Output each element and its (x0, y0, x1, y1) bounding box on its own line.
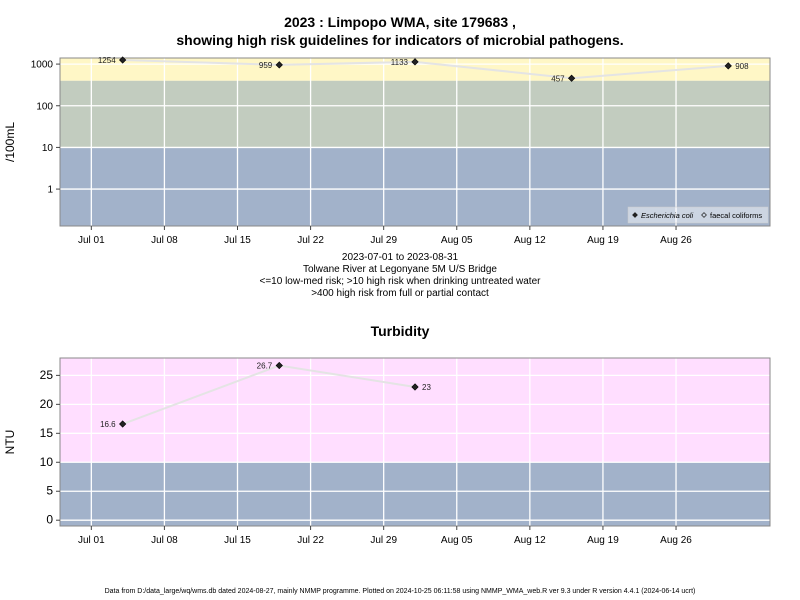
turbidity-y-axis-label: NTU (3, 430, 17, 455)
turbidity-x-tick-label: Aug 05 (441, 535, 473, 546)
microbial-x-tick-label: Jul 15 (224, 235, 251, 246)
turbidity-y-tick-label: 10 (40, 455, 54, 469)
microbial-x-tick-label: Aug 12 (514, 235, 546, 246)
microbial-data-point (119, 56, 127, 64)
microbial-data-label: 1133 (391, 58, 409, 67)
microbial-x-tick-label: Aug 19 (587, 235, 619, 246)
turbidity-data-label: 16.6 (100, 420, 116, 429)
main-title-line1: 2023 : Limpopo WMA, site 179683 , (284, 14, 516, 30)
footer-note: Data from D:/data_large/wq/wms.db dated … (104, 588, 696, 595)
turbidity-risk-band-0 (60, 462, 770, 526)
turbidity-x-tick-label: Jul 29 (370, 535, 397, 546)
microbial-data-label: 959 (259, 61, 273, 70)
turbidity-x-tick-label: Jul 15 (224, 535, 251, 546)
turbidity-data-label: 23 (422, 383, 431, 392)
turbidity-data-point (411, 383, 419, 391)
microbial-x-tick-label: Jul 22 (297, 235, 324, 246)
caption-risk-contact: >400 high risk from full or partial cont… (311, 288, 489, 299)
legend-box (627, 206, 769, 224)
microbial-data-label: 908 (735, 62, 749, 71)
caption-date-range: 2023-07-01 to 2023-08-31 (341, 252, 459, 263)
microbial-y-tick-label: 10 (42, 143, 54, 154)
turbidity-data-label: 26.7 (257, 362, 273, 371)
turbidity-x-tick-label: Aug 26 (660, 535, 692, 546)
turbidity-plot-frame (59, 357, 771, 527)
turbidity-x-tick-label: Aug 19 (587, 535, 619, 546)
turbidity-x-tick-label: Jul 01 (78, 535, 105, 546)
legend-open-diamond-icon (701, 212, 707, 218)
microbial-risk-band-0 (60, 147, 770, 226)
turbidity-x-tick-label: Jul 22 (297, 535, 324, 546)
turbidity-risk-band-1 (60, 358, 770, 463)
turbidity-y-tick-label: 0 (46, 513, 53, 527)
microbial-data-point (275, 61, 283, 69)
microbial-legend: Escherichia coli faecal coliforms (627, 206, 769, 224)
turbidity-title: Turbidity (370, 323, 430, 339)
legend-filled-diamond-icon (632, 212, 638, 218)
microbial-x-tick-label: Jul 29 (370, 235, 397, 246)
microbial-x-tick-label: Jul 08 (151, 235, 178, 246)
turbidity-y-tick-label: 5 (46, 484, 53, 498)
microbial-risk-band-1 (60, 80, 770, 148)
turbidity-x-tick-label: Aug 12 (514, 535, 546, 546)
turbidity-y-tick-label: 20 (40, 397, 54, 411)
legend-label: Escherichia coli (641, 211, 693, 220)
turbidity-chart: 0 5 10 15 20 25 Jul 01 Jul 08 Jul 15 Jul 22 Jul 29… (3, 357, 771, 546)
microbial-y-tick-label: 100 (36, 101, 53, 112)
turbidity-data-point (119, 420, 127, 428)
legend-label: faecal coliforms (710, 211, 762, 220)
microbial-chart: 1 10 100 1000 Jul 01 Jul 08 Jul 15 Jul 22 Jul 29… (3, 56, 771, 246)
turbidity-x-tick-label: Jul 08 (151, 535, 178, 546)
main-title-line2: showing high risk guidelines for indicat… (176, 32, 624, 48)
microbial-data-point (724, 62, 732, 70)
microbial-y-tick-label: 1000 (31, 60, 54, 71)
microbial-y-axis-label: /100mL (3, 122, 17, 162)
caption-site: Tolwane River at Legonyane 5M U/S Bridge (303, 264, 497, 275)
turbidity-data-point (275, 361, 283, 370)
microbial-x-tick-label: Aug 26 (660, 235, 692, 246)
microbial-x-tick-label: Aug 05 (441, 235, 473, 246)
caption-risk-drinking: <=10 low-med risk; >10 high risk when dr… (259, 276, 541, 287)
microbial-y-tick-label: 1 (47, 185, 53, 196)
microbial-plot-frame (59, 57, 771, 227)
turbidity-y-tick-label: 25 (40, 368, 54, 382)
turbidity-y-tick-label: 15 (40, 426, 54, 440)
microbial-data-label: 1254 (98, 56, 116, 65)
microbial-data-label: 457 (551, 74, 565, 83)
microbial-x-tick-label: Jul 01 (78, 235, 105, 246)
microbial-data-point (567, 74, 576, 82)
microbial-data-point (411, 58, 419, 66)
